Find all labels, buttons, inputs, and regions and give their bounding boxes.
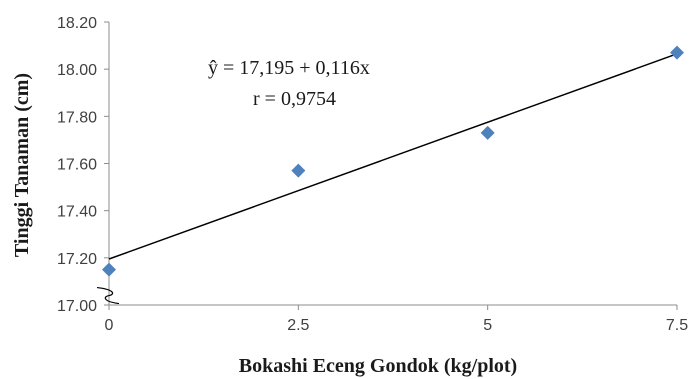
data-point-diamond (102, 262, 116, 277)
x-axis-title: Bokashi Eceng Gondok (kg/plot) (239, 355, 517, 377)
y-axis-ticks: 17.00 17.20 17.40 17.60 17.80 18.00 18.20 (57, 15, 109, 315)
axis-break-mark (96, 286, 120, 305)
y-tick-label: 17.40 (57, 204, 97, 221)
x-tick-label: 2.5 (287, 317, 309, 334)
data-point-diamond (291, 163, 306, 178)
data-point-diamond (670, 45, 684, 60)
y-tick-label: 17.20 (57, 251, 97, 268)
y-axis-title: Tinggi Tanaman (cm) (11, 73, 33, 257)
correlation-coefficient: r = 0,9754 (253, 88, 336, 110)
x-tick-label: 5 (483, 317, 492, 334)
y-tick-label: 18.00 (57, 62, 97, 79)
y-tick-label: 17.60 (57, 157, 97, 174)
y-tick-label: 17.00 (57, 298, 97, 315)
regression-equation: ŷ = 17,195 + 0,116x (208, 57, 370, 79)
y-tick-label: 17.80 (57, 109, 97, 126)
data-points (102, 45, 684, 277)
x-tick-label: 0 (105, 317, 114, 334)
trendline (108, 53, 678, 260)
data-point-diamond (480, 125, 495, 140)
x-tick-label: 7.5 (666, 317, 688, 334)
y-tick-label: 18.20 (57, 15, 97, 32)
x-axis-ticks: 0 2.5 5 7.5 (105, 305, 688, 334)
